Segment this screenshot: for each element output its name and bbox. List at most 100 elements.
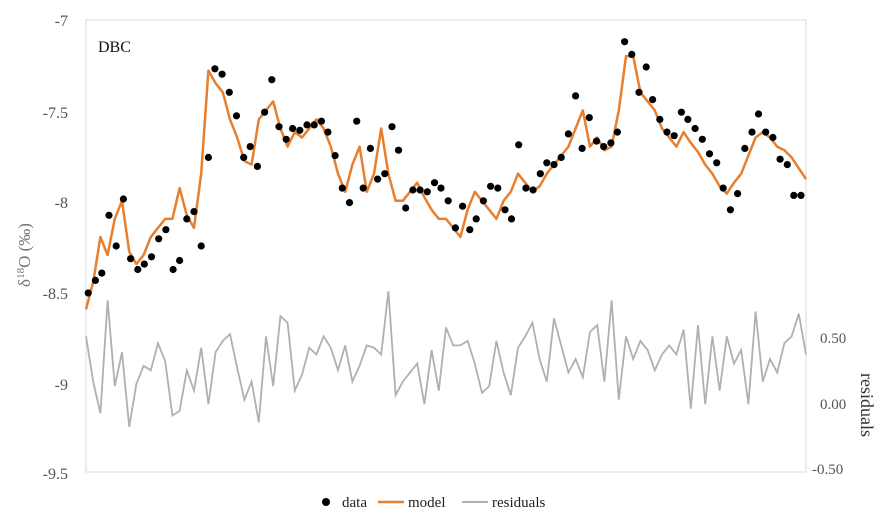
- data-point: [635, 88, 643, 96]
- data-point: [705, 150, 714, 158]
- data-point: [713, 159, 721, 167]
- plot-frame: [85, 19, 807, 473]
- data-point: [656, 115, 664, 123]
- data-point: [543, 159, 551, 167]
- residuals-line: [85, 291, 807, 427]
- data-point: [112, 242, 120, 250]
- data-point: [331, 152, 339, 160]
- data-point: [726, 206, 735, 214]
- data-point: [338, 184, 346, 192]
- data-point: [345, 199, 354, 207]
- data-point: [381, 170, 389, 178]
- data-point: [507, 215, 516, 223]
- data-point: [790, 191, 798, 199]
- data-point: [466, 226, 474, 234]
- data-point: [430, 179, 439, 187]
- data-point: [134, 265, 142, 274]
- model-series: [84, 54, 808, 310]
- data-point: [253, 162, 261, 170]
- data-point: [366, 144, 374, 152]
- data-point: [797, 191, 805, 199]
- data-point: [585, 114, 593, 122]
- data-point: [578, 144, 586, 152]
- data-point: [176, 256, 184, 265]
- legend-marker-data: [322, 498, 330, 506]
- data-point: [437, 184, 445, 192]
- data-point: [374, 175, 382, 183]
- data-point: [98, 269, 106, 277]
- data-point: [324, 128, 332, 136]
- data-point: [197, 242, 205, 250]
- data-point: [550, 161, 558, 169]
- data-point: [359, 184, 367, 192]
- data-point: [762, 128, 770, 136]
- data-point: [600, 143, 608, 151]
- data-point: [748, 128, 756, 136]
- data-point: [190, 208, 198, 216]
- data-point: [84, 289, 92, 297]
- data-point: [268, 76, 276, 84]
- data-point: [105, 211, 113, 219]
- data-point: [261, 108, 269, 116]
- data-point: [240, 153, 248, 161]
- left-axis: -7 -7.5 -8 -8.5 -9 -9.5 δ18O (‰): [15, 13, 68, 483]
- data-point: [296, 126, 304, 134]
- data-point: [289, 124, 297, 133]
- data-point: [487, 182, 495, 190]
- y-axis-label-superscript: 18: [15, 267, 27, 279]
- y-axis-label-delta: δ: [15, 279, 34, 287]
- y-tick-label: -9.5: [43, 466, 68, 483]
- y2-tick-label: 0.50: [820, 331, 846, 347]
- y-tick-label: -7.5: [43, 105, 68, 122]
- model-line: [84, 54, 808, 310]
- data-point: [388, 123, 396, 131]
- data-point: [564, 130, 573, 138]
- data-point: [169, 265, 177, 274]
- data-point: [529, 186, 537, 194]
- legend-label-model: model: [408, 495, 446, 511]
- legend-label-data: data: [342, 495, 367, 511]
- data-point: [225, 88, 233, 96]
- data-point: [536, 170, 544, 178]
- data-point: [155, 235, 163, 243]
- panel-label: DBC: [98, 39, 131, 56]
- data-point: [776, 155, 784, 163]
- data-point: [275, 123, 283, 131]
- y-axis-label-rest: O (‰): [15, 223, 34, 268]
- data-point: [402, 204, 410, 212]
- right-axis: 0.50 0.00 -0.50 residuals: [812, 331, 877, 478]
- data-point: [734, 190, 742, 198]
- legend: data model residuals: [322, 495, 545, 511]
- data-point: [670, 132, 678, 140]
- y2-tick-label: -0.50: [812, 462, 843, 478]
- y-tick-label: -8.5: [43, 286, 68, 303]
- y-axis-label: δ18O (‰): [15, 223, 34, 287]
- data-point: [684, 115, 692, 123]
- data-point: [162, 226, 170, 234]
- data-point: [783, 161, 791, 169]
- data-point: [204, 153, 212, 161]
- data-point: [494, 184, 502, 192]
- y-tick-label: -7: [55, 13, 68, 30]
- data-point: [719, 184, 727, 192]
- data-point: [691, 124, 699, 133]
- data-point: [444, 197, 452, 205]
- data-point: [232, 112, 241, 120]
- data-point: [572, 92, 580, 100]
- data-point: [317, 117, 325, 125]
- data-point: [303, 121, 311, 129]
- residuals-series: [85, 291, 807, 427]
- data-point: [409, 186, 417, 194]
- data-point: [423, 188, 431, 196]
- data-point: [147, 253, 156, 261]
- y2-axis-label: residuals: [857, 373, 877, 437]
- data-point: [698, 135, 706, 143]
- data-point: [282, 135, 290, 143]
- data-point: [218, 70, 226, 78]
- data-point: [119, 195, 127, 203]
- data-point: [741, 144, 749, 152]
- data-point: [353, 117, 361, 125]
- y-tick-label: -9: [55, 377, 68, 394]
- data-point: [607, 139, 615, 147]
